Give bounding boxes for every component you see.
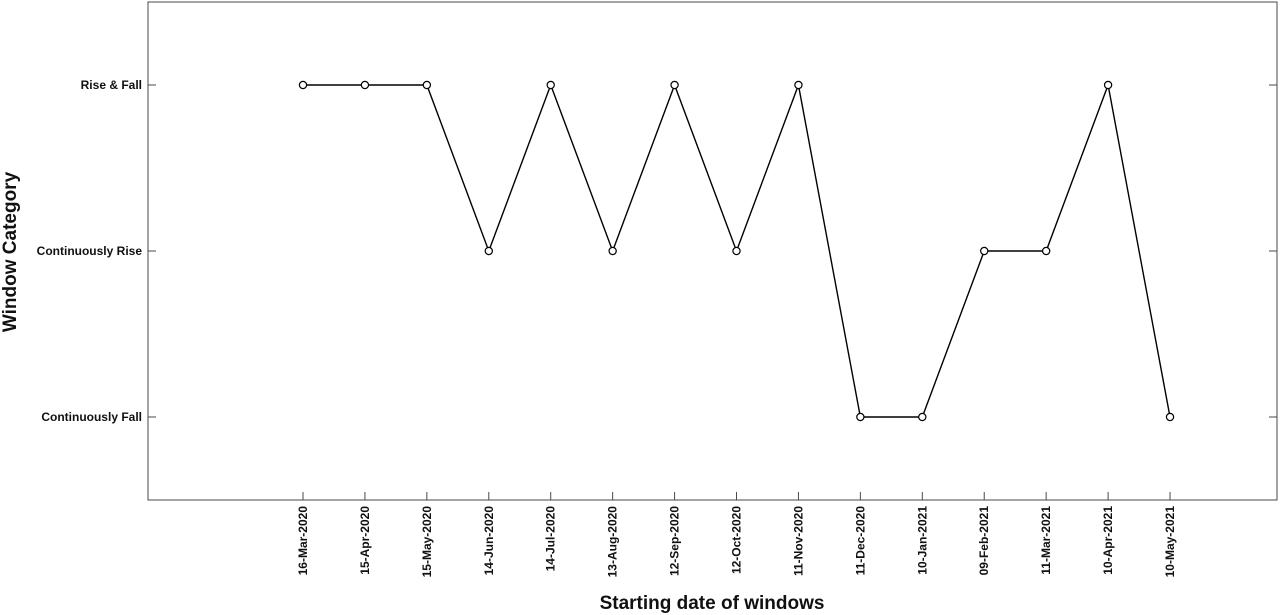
data-point (546, 80, 555, 90)
x-axis: 16-Mar-2020 15-Apr-2020 15-May-2020 14-Jun-… (296, 492, 1177, 577)
x-tick-label: 10-Apr-2021 (1101, 506, 1115, 575)
x-tick-label: 14-Jun-2020 (482, 506, 496, 576)
data-point (1165, 412, 1175, 422)
x-tick-label: 10-Jan-2021 (915, 506, 929, 575)
x-tick-label: 16-Mar-2020 (296, 506, 310, 576)
x-axis-title: Starting date of windows (600, 593, 825, 614)
data-point (608, 246, 617, 256)
data-point (1103, 80, 1113, 90)
data-point (794, 80, 803, 90)
y-tick-label: Continuously Fall (41, 410, 142, 424)
data-point (298, 80, 308, 90)
x-tick-label: 14-Jul-2020 (544, 506, 558, 572)
y-axis: Continuously Fall Continuously Rise Rise &… (37, 78, 1277, 424)
data-point (1041, 246, 1051, 256)
data-point (670, 80, 679, 90)
plot-area-frame (147, 1, 1278, 501)
data-point (422, 80, 432, 90)
data-point (484, 246, 493, 256)
x-tick-label: 15-Apr-2020 (358, 506, 372, 575)
x-tick-label: 12-Oct-2020 (730, 506, 744, 574)
data-point (856, 412, 865, 422)
x-tick-label: 10-May-2021 (1163, 506, 1177, 578)
x-tick-label: 12-Sep-2020 (668, 506, 682, 576)
x-tick-label: 15-May-2020 (420, 506, 434, 578)
y-axis-title: Window Category (0, 171, 21, 332)
data-point (732, 246, 741, 256)
data-point (980, 246, 989, 256)
data-point (918, 412, 927, 422)
x-tick-label: 11-Dec-2020 (853, 506, 867, 576)
x-tick-label: 13-Aug-2020 (606, 506, 620, 578)
data-point (360, 80, 370, 90)
x-tick-label: 11-Mar-2021 (1039, 506, 1053, 575)
x-tick-label: 11-Nov-2020 (791, 506, 805, 576)
series-layer (298, 80, 1175, 422)
y-tick-label: Rise & Fall (81, 78, 142, 92)
y-tick-label: Continuously Rise (37, 244, 143, 258)
x-tick-label: 09-Feb-2021 (977, 506, 991, 576)
